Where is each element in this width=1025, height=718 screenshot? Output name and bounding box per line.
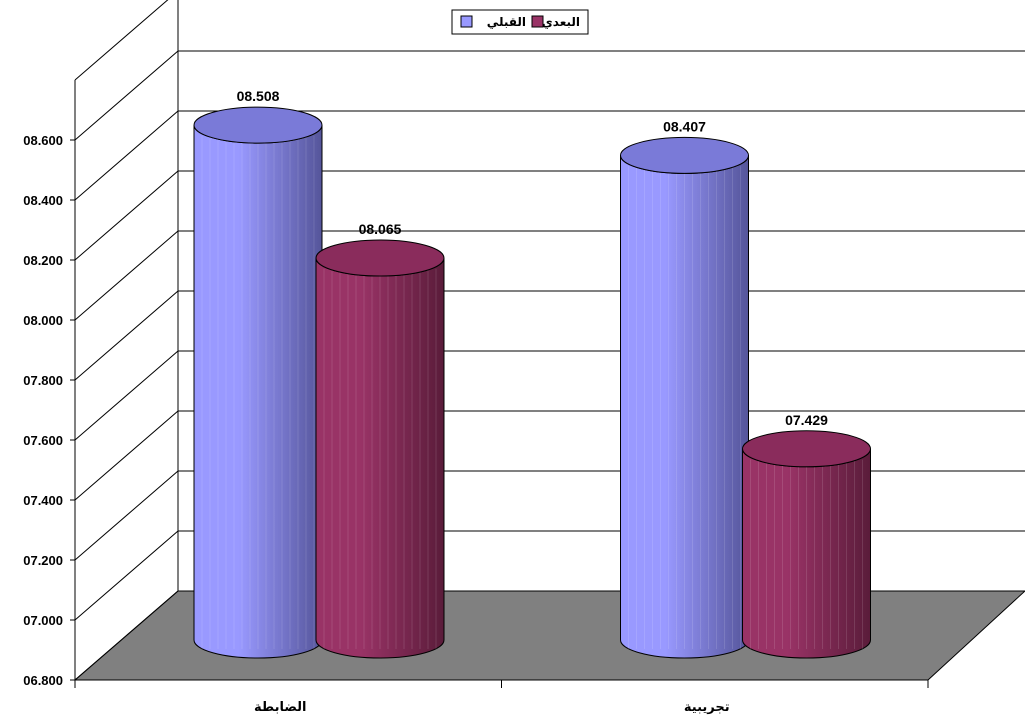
data-label: 08.508 bbox=[237, 88, 280, 104]
cylinder-top bbox=[620, 136, 749, 174]
side-gridline bbox=[74, 230, 179, 321]
side-gridline bbox=[74, 290, 179, 381]
x-category-label: تجريبية bbox=[684, 699, 730, 714]
side-gridline bbox=[74, 350, 179, 441]
y-tick-label: 07.200 bbox=[23, 553, 63, 568]
y-tick-label: 06.800 bbox=[23, 673, 63, 688]
data-labels: 08.508 08.065 08.407 07.429 bbox=[237, 88, 829, 428]
y-tick-label: 08.200 bbox=[23, 253, 63, 268]
bar-2-2 bbox=[742, 430, 871, 659]
side-gridline bbox=[74, 470, 179, 561]
legend-label-series-2: البعدي bbox=[542, 15, 580, 29]
side-gridline bbox=[74, 110, 179, 201]
cylinder-top bbox=[315, 239, 445, 277]
y-tick-label: 08.000 bbox=[23, 313, 63, 328]
legend-label-series-1: القبلي bbox=[487, 15, 526, 29]
side-gridline bbox=[74, 170, 179, 261]
data-label: 07.429 bbox=[785, 412, 828, 428]
legend-swatch-series-2 bbox=[531, 15, 544, 28]
side-gridline bbox=[74, 50, 179, 141]
y-tick-label: 07.800 bbox=[23, 373, 63, 388]
cylinder-top bbox=[742, 430, 871, 468]
y-tick-label: 07.600 bbox=[23, 433, 63, 448]
y-tick-label: 07.000 bbox=[23, 613, 63, 628]
y-tick-label: 08.400 bbox=[23, 193, 63, 208]
bar-1-1 bbox=[193, 106, 323, 659]
bar-1-2 bbox=[620, 136, 749, 659]
y-tick-label: 08.600 bbox=[23, 133, 63, 148]
side-gridline bbox=[74, 590, 179, 681]
cylinder-top bbox=[193, 106, 323, 144]
bars bbox=[193, 106, 871, 659]
y-tick-label: 07.400 bbox=[23, 493, 63, 508]
axes: 06.800 07.000 07.200 07.400 07.600 07.800 08.0… bbox=[23, 80, 929, 714]
x-category-label: الضابطة bbox=[254, 699, 306, 714]
side-gridline bbox=[74, 530, 179, 621]
legend-box bbox=[451, 9, 589, 35]
side-gridline bbox=[74, 410, 179, 501]
legend-swatch-series-1 bbox=[460, 15, 473, 28]
data-label: 08.065 bbox=[359, 221, 402, 237]
legend: القبلي البعدي bbox=[451, 9, 589, 35]
side-wall-top-edge bbox=[74, 0, 169, 81]
data-label: 08.407 bbox=[663, 118, 706, 134]
bar-2-1 bbox=[315, 239, 445, 659]
